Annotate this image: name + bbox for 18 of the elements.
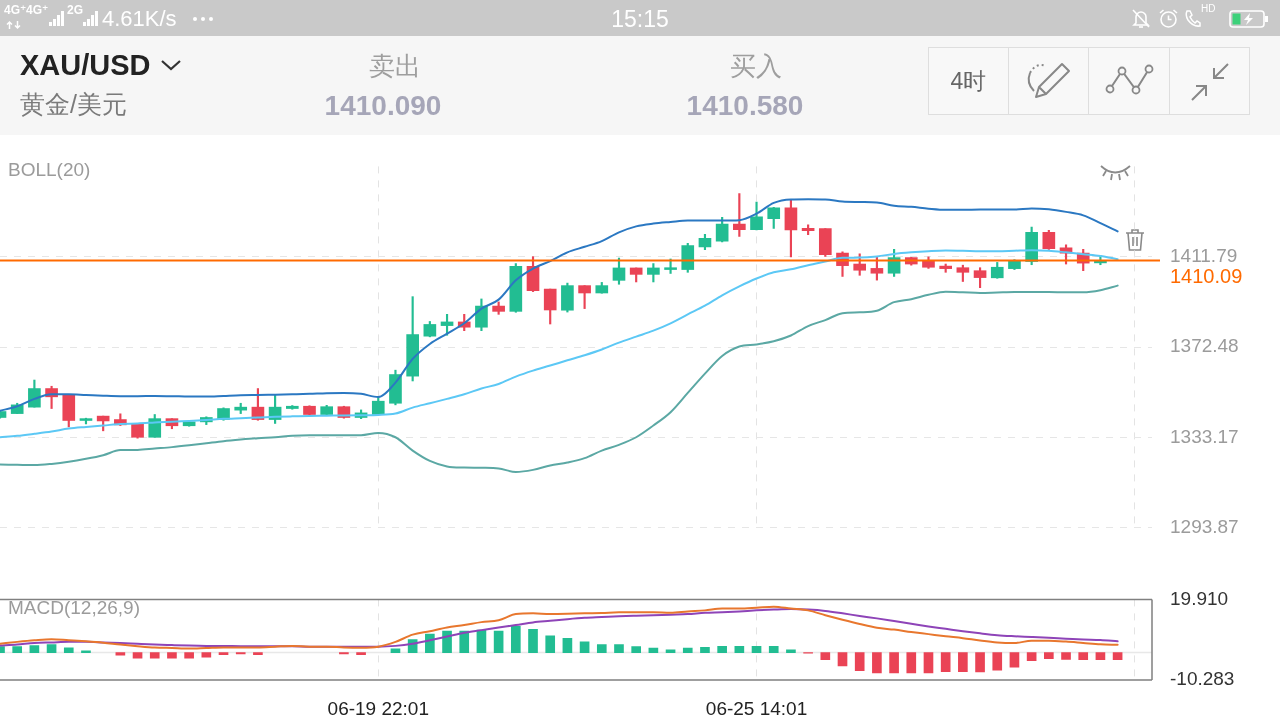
timeframe-button: 4时 xyxy=(928,47,1009,115)
ref-line-label: 1410.09 xyxy=(1170,265,1243,288)
chart-subtitle: 黄金/美元 xyxy=(20,90,127,119)
chart-title: XAU/USD xyxy=(20,49,151,83)
y-tick-label: 1333.17 xyxy=(1170,425,1239,447)
y-tick-label: 1411.79 xyxy=(1170,244,1238,266)
y-tick-label: -10.283 xyxy=(1170,668,1235,690)
text: 卖出 xyxy=(369,51,421,82)
y-tick-label: 1372.48 xyxy=(1170,335,1239,357)
text: 1410.090 xyxy=(324,90,442,123)
text: 买入 xyxy=(730,51,782,82)
y-tick-label: 1293.87 xyxy=(1170,515,1239,537)
annotation: BOLL(20) xyxy=(8,159,91,181)
x-tick-label: 06-25 14:01 xyxy=(705,697,808,719)
chart-title: MACD(12,26,9) xyxy=(8,597,140,619)
text: 1410.580 xyxy=(686,90,804,123)
x-tick-label: 06-19 22:01 xyxy=(327,697,429,719)
y-tick-label: 19.910 xyxy=(1170,587,1229,609)
